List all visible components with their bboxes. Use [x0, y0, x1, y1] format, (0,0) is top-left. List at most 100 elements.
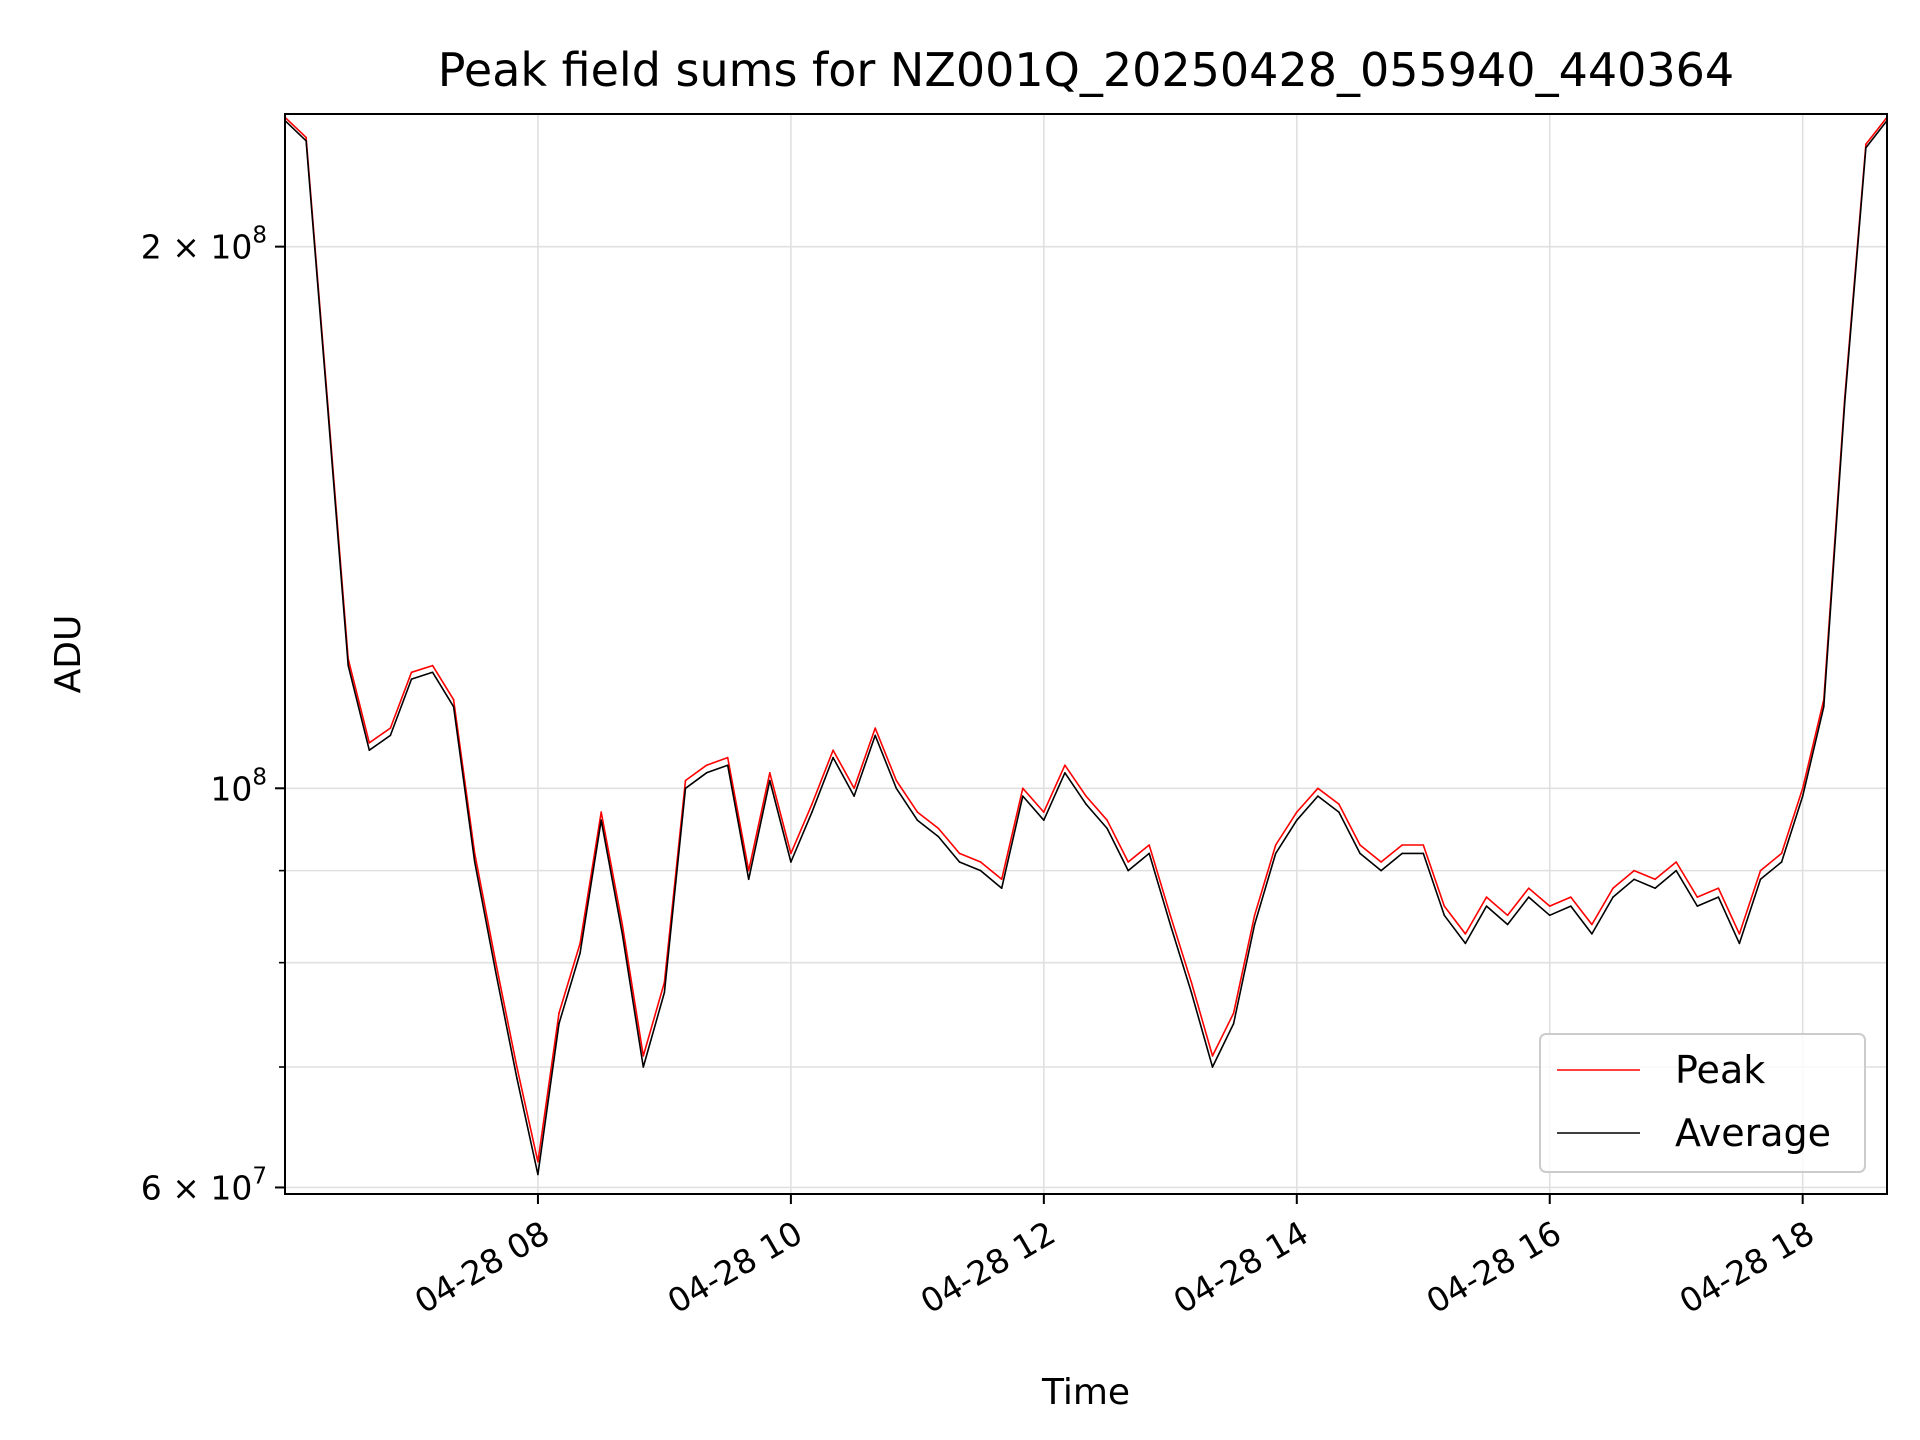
data-point — [1148, 852, 1150, 855]
data-point — [1064, 772, 1066, 774]
data-point — [1801, 787, 1804, 790]
chart-title: Peak field sums for NZ001Q_20250428_0559… — [438, 43, 1734, 97]
data-point — [853, 795, 855, 797]
x-axis-label: Time — [1041, 1372, 1130, 1413]
data-point — [1148, 844, 1150, 846]
data-point — [1591, 923, 1593, 926]
data-point — [495, 961, 497, 964]
data-point — [1506, 923, 1509, 926]
data-point — [1380, 861, 1382, 863]
plot-area-frame — [284, 113, 1888, 1195]
data-point — [452, 705, 455, 708]
data-point — [516, 1077, 518, 1079]
data-point — [389, 727, 392, 729]
data-point — [1317, 795, 1319, 797]
data-point — [410, 678, 413, 680]
data-point — [1169, 923, 1172, 926]
data-point — [495, 971, 497, 974]
data-point — [558, 1012, 560, 1014]
data-point — [1464, 942, 1467, 945]
data-point — [937, 835, 940, 838]
data-point — [1527, 887, 1530, 889]
y-tick-times: × 10 — [162, 1168, 253, 1207]
y-tick-exponent: 7 — [252, 1163, 267, 1189]
data-point — [684, 787, 687, 790]
data-point — [1548, 905, 1551, 907]
data-point — [1338, 811, 1340, 813]
data-point — [1759, 878, 1762, 881]
data-point — [537, 1173, 539, 1176]
data-point — [937, 827, 940, 830]
data-point — [1169, 914, 1172, 917]
data-point — [1296, 811, 1298, 813]
data-point — [1591, 933, 1593, 935]
data-point — [1359, 852, 1361, 855]
data-point — [368, 749, 371, 751]
data-point — [1633, 869, 1635, 872]
data-point — [1190, 981, 1193, 984]
data-point — [1190, 991, 1193, 994]
data-point — [790, 861, 792, 863]
data-point — [853, 787, 855, 790]
data-point — [916, 819, 919, 821]
data-point — [874, 727, 876, 729]
data-point — [305, 136, 307, 139]
data-point — [1106, 827, 1108, 830]
data-point — [895, 787, 898, 790]
data-point — [832, 756, 834, 759]
data-point — [769, 772, 771, 774]
data-point — [1696, 896, 1699, 898]
data-point — [642, 1055, 645, 1057]
data-point — [1485, 905, 1488, 907]
data-point — [1865, 143, 1867, 146]
data-point — [958, 861, 961, 863]
data-point — [558, 1022, 560, 1025]
data-point — [1106, 819, 1108, 821]
data-point — [1633, 878, 1635, 881]
series-lines — [284, 116, 1888, 1176]
data-point — [1211, 1055, 1214, 1057]
data-point — [1570, 896, 1572, 898]
data-point — [1485, 896, 1488, 898]
data-point — [790, 852, 792, 855]
data-point — [979, 861, 982, 863]
data-point — [452, 698, 455, 701]
data-point — [1043, 811, 1045, 813]
y-tick-times: × 10 — [162, 228, 253, 267]
data-point — [1506, 914, 1509, 917]
data-point — [1232, 1022, 1235, 1025]
data-point — [1022, 787, 1024, 790]
data-point — [1043, 819, 1045, 821]
data-point — [979, 869, 982, 872]
data-point — [1612, 887, 1614, 889]
y-tick-exponent: 8 — [252, 223, 267, 249]
data-point — [600, 811, 602, 813]
data-point — [1085, 795, 1087, 797]
data-point — [1527, 896, 1530, 898]
data-point — [642, 1066, 645, 1068]
data-point — [1823, 705, 1825, 708]
data-point — [1401, 852, 1403, 855]
data-point — [1865, 146, 1867, 149]
data-point — [1253, 923, 1256, 926]
data-point — [305, 140, 307, 142]
data-point — [579, 952, 581, 954]
data-point — [368, 742, 371, 744]
legend-label-peak: Peak — [1675, 1048, 1765, 1092]
data-point — [1738, 942, 1741, 945]
data-point — [705, 764, 708, 766]
legend-label-average: Average — [1675, 1111, 1831, 1155]
data-point — [1000, 878, 1003, 881]
data-point — [726, 756, 729, 759]
data-point — [1780, 852, 1783, 855]
data-point — [684, 779, 687, 782]
data-point — [811, 811, 813, 813]
data-point — [1717, 887, 1720, 889]
data-point — [473, 861, 476, 863]
series-average — [284, 119, 1888, 1176]
data-point — [600, 819, 602, 821]
y-tick-label: 108 — [210, 764, 267, 808]
